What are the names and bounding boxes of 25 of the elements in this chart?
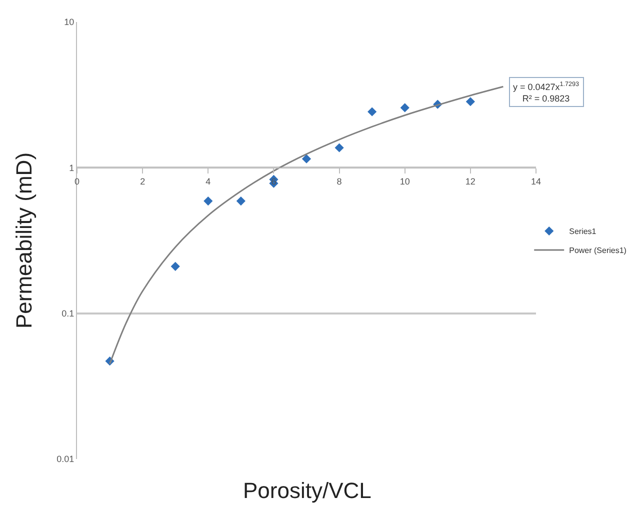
point (466, 97, 475, 106)
x-tick-label: 0 (74, 176, 80, 186)
x-tick-label: 4 (206, 176, 211, 186)
x-tick-label: 6 (271, 176, 276, 186)
x-tick-label: 10 (400, 176, 410, 186)
x-tick-label: 14 (530, 176, 542, 186)
legend-label: Power (Series1) (569, 246, 627, 256)
x-axis-title: Porosity/VCL (243, 478, 372, 503)
x-tick-label: 8 (336, 176, 342, 186)
y-tick-label: 0.01 (56, 454, 74, 464)
x-tick-label: 12 (465, 176, 476, 186)
point (368, 107, 377, 116)
legend-label: Series1 (569, 227, 597, 236)
x-tick-label: 2 (140, 176, 146, 186)
y-tick-label: 1 (69, 162, 74, 173)
y-tick-label: 0.1 (62, 308, 74, 318)
point (302, 154, 312, 164)
point (400, 103, 410, 112)
point (236, 196, 246, 206)
point (204, 196, 213, 206)
annotation: y = 0.0427x$^{1.7293}$ R² = 0.9823 (513, 81, 580, 104)
y-tick-label: 10 (64, 17, 74, 28)
point (334, 143, 344, 152)
point (170, 262, 180, 271)
y-axis-title: Permeability (mD) (11, 152, 36, 329)
